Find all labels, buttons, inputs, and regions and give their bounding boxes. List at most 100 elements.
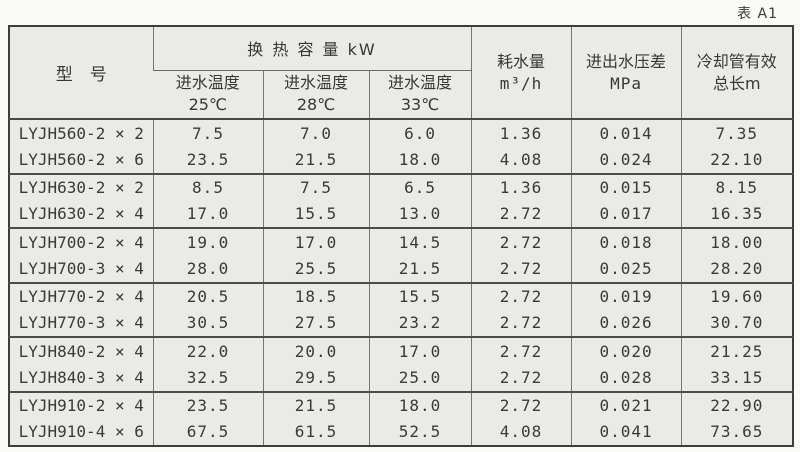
table-row: LYJH560-2 × 6 23.5 21.5 18.0 4.08 0.024 22.10 [9,146,794,175]
table-row: LYJH560-2 × 2 7.5 7.0 6.0 1.36 0.014 7.35 [9,119,794,147]
value-cell: 4.08 [470,146,572,175]
inlet-temp-25-value: 25℃ [188,95,227,115]
header-pipe-length: 冷却管有效 总长m [680,26,794,120]
value-cell: 18.0 [368,146,472,175]
value-cell: 52.5 [368,418,472,446]
value-cell: 19.60 [680,282,794,310]
model-cell: LYJH910-2 × 4 [18,396,144,416]
value-cell: 18.5 [262,282,369,310]
header-water-consumption-name: 耗水量 [497,51,546,71]
inlet-temp-28-label: 进水温度 [283,73,348,93]
value-cell: 29.5 [262,364,369,393]
heat-exchanger-spec-table: 型 号 换 热 容 量 kW 耗水量 m³/h 进出水压差 MPa 冷却管有效 … [8,25,795,447]
value-cell: 18.0 [368,391,472,419]
value-cell: 7.5 [262,173,369,201]
value-cell: 17.0 [262,228,369,256]
table-row: LYJH840-2 × 4 22.0 20.0 17.0 2.72 0.020 21.25 [9,337,794,365]
value-cell: 25.0 [368,364,472,393]
table-row: LYJH770-3 × 4 30.5 27.5 23.2 2.72 0.026 30.70 [9,309,794,339]
value-cell: 1.36 [470,119,572,147]
value-cell: 30.5 [152,309,263,339]
table-caption: 表 A1 [737,6,778,22]
table-row: LYJH840-3 × 4 32.5 29.5 25.0 2.72 0.028 33.15 [9,364,794,393]
value-cell: 25.5 [262,255,369,284]
value-cell: 23.2 [368,309,472,339]
value-cell: 2.72 [470,282,572,310]
value-cell: 20.5 [152,282,263,310]
value-cell: 22.10 [680,146,794,175]
header-pressure-diff-name: 进出水压差 [586,51,667,71]
table-row: LYJH910-2 × 4 23.5 21.5 18.0 2.72 0.021 22.90 [9,391,794,419]
model-cell: LYJH770-3 × 4 [9,309,153,339]
table-row: LYJH630-2 × 2 8.5 7.5 6.5 1.36 0.015 8.15 [9,173,794,201]
model-cell: LYJH910-4 × 6 [18,422,144,442]
value-cell: 2.72 [470,364,572,393]
value-cell: 16.35 [680,200,794,230]
value-cell: 32.5 [152,364,263,393]
value-cell: 15.5 [368,282,472,310]
value-cell: 6.5 [368,173,472,201]
model-cell: LYJH560-2 × 2 [18,123,144,143]
value-cell: 30.70 [680,309,794,339]
inlet-temp-25-label: 进水温度 [175,73,240,93]
header-model: 型 号 [9,26,153,120]
value-cell: 8.5 [152,173,263,201]
value-cell: 0.041 [570,418,682,446]
model-cell: LYJH560-2 × 6 [9,146,153,175]
value-cell: 0.025 [570,255,682,284]
model-cell: LYJH630-2 × 4 [9,200,153,230]
model-cell: LYJH840-3 × 4 [9,364,153,393]
value-cell: 23.5 [152,146,263,175]
value-cell: 7.5 [152,119,263,147]
header-inlet-temp-28: 进水温度 28℃ [262,70,369,120]
header-inlet-temp-25: 进水温度 25℃ [153,70,263,120]
value-cell: 21.5 [368,255,472,284]
value-cell: 2.72 [470,255,572,284]
value-cell: 28.20 [680,255,794,284]
value-cell: 67.5 [152,418,263,446]
value-cell: 33.15 [680,364,794,393]
value-cell: 73.65 [680,418,794,446]
value-cell: 7.35 [680,119,794,147]
value-cell: 13.0 [368,200,472,230]
value-cell: 0.017 [570,200,682,230]
value-cell: 2.72 [470,391,572,419]
value-cell: 61.5 [262,418,369,446]
model-cell: LYJH770-2 × 4 [18,287,144,307]
table-row: LYJH770-2 × 4 20.5 18.5 15.5 2.72 0.019 19.60 [9,282,794,310]
header-water-consumption-unit: m³/h [499,73,543,93]
value-cell: 0.014 [570,119,682,147]
value-cell: 21.5 [262,146,369,175]
header-pressure-diff: 进出水压差 MPa [570,26,682,120]
table-row: LYJH700-3 × 4 28.0 25.5 21.5 2.72 0.025 28.20 [9,255,794,284]
inlet-temp-28-value: 28℃ [296,95,336,115]
value-cell: 22.90 [680,391,794,419]
header-pressure-diff-unit: MPa [610,73,642,93]
value-cell: 2.72 [470,228,572,256]
model-cell: LYJH700-2 × 4 [18,232,144,252]
value-cell: 2.72 [470,309,572,339]
value-cell: 17.0 [368,337,472,365]
value-cell: 2.72 [470,200,572,230]
header-pipe-length-name: 冷却管有效 [696,51,777,71]
value-cell: 14.5 [368,228,472,256]
value-cell: 18.00 [680,228,794,256]
table-row: LYJH700-2 × 4 19.0 17.0 14.5 2.72 0.018 18.00 [9,228,794,256]
value-cell: 20.0 [262,337,369,365]
table-body: LYJH560-2 × 2 7.5 7.0 6.0 1.36 0.014 7.35 LYJH5… [9,119,794,446]
value-cell: 28.0 [152,255,263,284]
value-cell: 4.08 [470,418,572,446]
value-cell: 0.026 [570,309,682,339]
inlet-temp-33-label: 进水温度 [388,73,453,93]
value-cell: 1.36 [470,173,572,201]
value-cell: 0.028 [570,364,682,393]
value-cell: 8.15 [680,173,794,201]
value-cell: 0.019 [570,282,682,310]
value-cell: 6.0 [368,119,472,147]
value-cell: 21.25 [680,337,794,365]
value-cell: 0.018 [570,228,682,256]
value-cell: 0.024 [570,146,682,175]
value-cell: 0.021 [570,391,682,419]
inlet-temp-33-value: 33℃ [400,95,440,115]
